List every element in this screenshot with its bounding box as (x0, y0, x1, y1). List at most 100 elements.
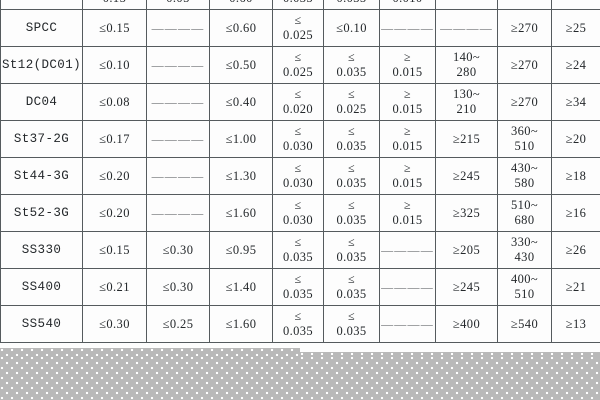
value-number: 0.010 (380, 0, 435, 6)
range-to: 280 (456, 65, 477, 79)
comparison-operator: ≤ (348, 87, 355, 102)
value-number: 0.035 (324, 0, 379, 6)
value-cell: ≥0.015 (379, 46, 436, 84)
stacked-value: ≤0.035 (324, 198, 379, 228)
value-cell: ———— (379, 268, 436, 306)
value-cell: ≤0.05 (146, 0, 210, 10)
comparison-operator: ≤ (348, 235, 355, 250)
value-cell: ≥400 (435, 305, 498, 343)
grade-cell: SS330 (0, 231, 83, 269)
value-text: ≤0.30 (162, 280, 194, 294)
range-value: 510~ 680 (498, 198, 551, 229)
stacked-value: ≤0.030 (273, 198, 323, 228)
value-cell: ≤1.30 (209, 157, 273, 195)
value-cell: ≥26 (551, 231, 600, 269)
value-text: ≥245 (452, 169, 481, 183)
value-text: ≤0.20 (99, 169, 130, 183)
stacked-value: ≤0.15 (83, 0, 146, 6)
comparison-operator: ≤ (348, 309, 355, 324)
value-cell: ≤0.21 (82, 268, 147, 306)
value-cell: ≤0.035 (272, 305, 324, 343)
value-number: 0.035 (336, 64, 367, 79)
value-text: ≤0.30 (99, 317, 130, 331)
stacked-value: ≤0.025 (324, 87, 379, 117)
stacked-value: ≤0.020 (273, 87, 323, 117)
comparison-operator: ≤ (348, 124, 355, 139)
value-cell: ≤0.030 (272, 157, 324, 195)
range-value: 360~ 510 (498, 124, 551, 155)
stacked-value: ≥0.010 (380, 0, 435, 6)
value-text: ≤0.20 (99, 206, 130, 220)
not-applicable-dash: ———— (151, 207, 205, 219)
value-text: ≤0.10 (99, 58, 130, 72)
value-text: ≥16 (565, 206, 587, 220)
value-cell: ≤0.035 (323, 46, 380, 84)
not-applicable-dash: ———— (381, 281, 434, 293)
stacked-value: ≤0.035 (324, 272, 379, 302)
value-text: ≤0.40 (225, 95, 257, 109)
value-cell: ≤0.10 (82, 46, 147, 84)
value-cell: ≤0.035 (323, 0, 380, 10)
value-cell: ≤0.15 (82, 9, 147, 47)
value-cell: ———— (379, 231, 436, 269)
range-from: 360~ (510, 123, 539, 138)
value-text: ≥245 (452, 280, 481, 294)
range-from: 400~ (510, 271, 539, 286)
value-text: ≥34 (565, 95, 587, 109)
value-text: ≥270 (510, 95, 539, 109)
value-cell: ≥34 (551, 83, 600, 121)
value-cell: ≥0.015 (379, 120, 436, 158)
value-text: ≤0.10 (336, 21, 367, 35)
range-from: 510~ (510, 197, 539, 212)
value-cell: ≤0.17 (82, 120, 147, 158)
value-text: ≤1.40 (225, 280, 257, 294)
value-text: ≥270 (510, 58, 539, 72)
stacked-value: ≤0.035 (324, 235, 379, 265)
stacked-value: ≤0.025 (273, 13, 323, 43)
value-number: 0.020 (282, 101, 314, 116)
scan-dither-notch-right (300, 352, 600, 362)
stacked-value: ≥0.015 (380, 87, 435, 117)
comparison-operator: ≤ (294, 198, 302, 213)
value-cell: ≤0.035 (323, 194, 380, 232)
value-number: 0.025 (282, 27, 314, 42)
value-cell: ≤0.10 (323, 9, 380, 47)
value-cell: ≤0.035 (323, 305, 380, 343)
value-cell: ≤0.030 (272, 194, 324, 232)
stacked-value: ≤0.035 (324, 0, 379, 6)
table-row: SS400 ≤0.21 ≤0.30 ≤1.40 ≤0.035 ≤0.035 ———— ≥245… (0, 268, 600, 306)
value-text: ≤1.60 (225, 206, 257, 220)
stacked-value: ≤0.035 (273, 0, 323, 6)
value-number: 0.015 (392, 64, 423, 79)
comparison-operator: ≤ (348, 161, 355, 176)
grade-cell: St37-2G (0, 120, 83, 158)
value-cell: 400~ 510 (497, 268, 552, 306)
comparison-operator: ≤ (294, 124, 302, 139)
value-cell: ≥20 (551, 120, 600, 158)
value-cell: ≤0.60 (209, 9, 273, 47)
value-cell: ≤0.25 (146, 305, 210, 343)
value-cell: ≥325 (435, 194, 498, 232)
value-cell: 330~ 430 (497, 231, 552, 269)
value-cell: 430~ 580 (497, 157, 552, 195)
value-cell: ≤0.030 (272, 120, 324, 158)
value-cell: ≥0.015 (379, 157, 436, 195)
value-cell: ≤0.40 (209, 83, 273, 121)
grade-cell: St12(DC01) (0, 46, 83, 84)
value-cell: 130~ 210 (435, 83, 498, 121)
value-text: ≥26 (565, 243, 587, 257)
value-text: ≤0.25 (162, 317, 194, 331)
stacked-value: ≤0.035 (273, 272, 323, 302)
comparison-operator: ≤ (294, 309, 302, 324)
range-value: 400~ 510 (498, 272, 551, 303)
value-cell: ≤0.08 (82, 83, 147, 121)
value-cell: ———— (146, 9, 210, 47)
value-cell: ≥270 (497, 0, 552, 10)
value-cell: ≤0.30 (82, 305, 147, 343)
value-cell: ≤0.035 (323, 120, 380, 158)
range-value: 330~ 430 (498, 235, 551, 266)
value-number: 0.035 (336, 138, 367, 153)
value-text: ≥25 (565, 21, 587, 35)
value-cell: ≤0.025 (323, 83, 380, 121)
